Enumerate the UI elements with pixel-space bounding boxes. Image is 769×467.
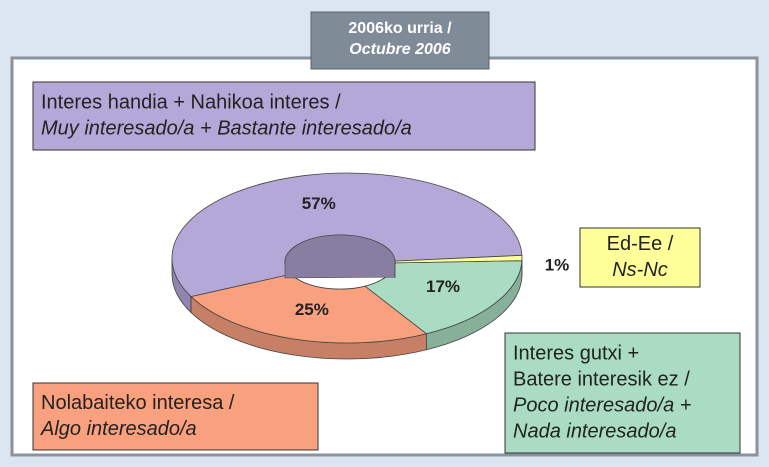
data-label: 57%: [302, 194, 336, 213]
category-label: Interes handia + Nahikoa interes /: [41, 91, 341, 113]
chart-title: 2006ko urria /: [348, 20, 452, 37]
data-label: 1%: [545, 255, 570, 274]
category-label: Muy interesado/a + Bastante interesado/a: [41, 117, 412, 139]
category-label: Ed-Ee /: [607, 233, 674, 255]
category-label: Ns-Nc: [612, 259, 668, 281]
category-box: [504, 332, 741, 454]
data-label: 17%: [426, 277, 460, 296]
title-box: [310, 11, 490, 70]
hole-wall: [284, 234, 396, 279]
data-label: 25%: [295, 300, 329, 319]
category-box: [579, 227, 701, 288]
category-box: [32, 81, 536, 151]
category-label: Interes gutxi +: [513, 342, 639, 364]
category-label: Algo interesado/a: [40, 418, 197, 440]
chart-title: Octubre 2006: [349, 41, 450, 58]
category-label: Nada interesado/a: [513, 420, 676, 442]
category-label: Batere interesik ez /: [513, 368, 690, 390]
category-label: Nolabaiteko interesa /: [41, 392, 235, 414]
category-label: Poco interesado/a +: [513, 394, 691, 416]
category-box: [32, 382, 319, 451]
